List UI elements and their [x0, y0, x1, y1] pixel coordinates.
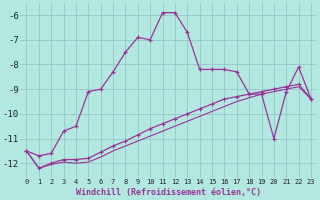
X-axis label: Windchill (Refroidissement éolien,°C): Windchill (Refroidissement éolien,°C): [76, 188, 261, 197]
